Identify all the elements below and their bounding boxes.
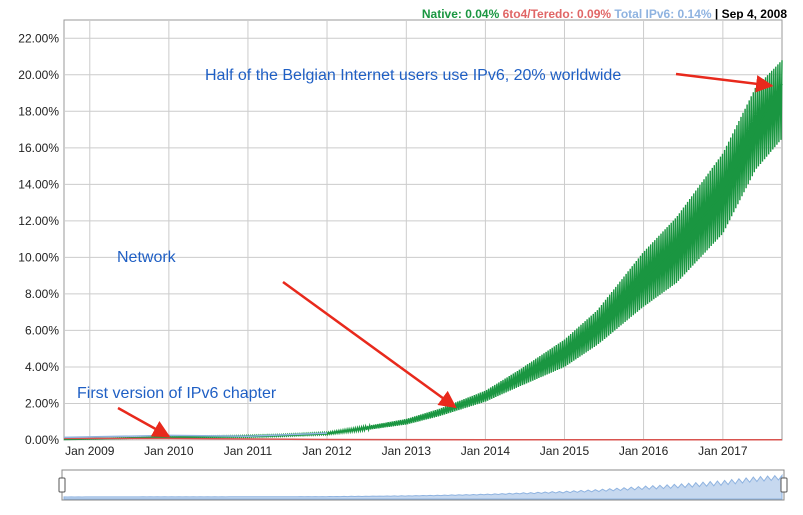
x-tick-label: Jan 2013 [382, 444, 432, 458]
y-tick-label: 10.00% [18, 250, 59, 264]
annotation-label: First version of IPv6 chapter [77, 385, 277, 402]
annotation-arrow [117, 406, 171, 438]
navigator-handle-right[interactable] [780, 477, 788, 493]
x-tick-label: Jan 2014 [461, 444, 511, 458]
y-tick-label: 6.00% [25, 323, 59, 337]
y-tick-label: 12.00% [18, 214, 59, 228]
x-tick-label: Jan 2011 [224, 444, 273, 458]
x-axis: Jan 2009 Jan 2010 Jan 2011 Jan 2012 Jan 2013… [65, 444, 748, 458]
y-tick-label: 8.00% [25, 287, 59, 301]
x-tick-label: Jan 2012 [302, 444, 352, 458]
plot-series [63, 60, 783, 441]
x-tick-label: Jan 2017 [698, 444, 748, 458]
navigator-series [63, 473, 783, 500]
range-navigator[interactable] [58, 469, 788, 501]
y-tick-label: 18.00% [18, 104, 59, 118]
y-tick-label: 0.00% [25, 433, 59, 447]
legend-native: Native: 0.04% [421, 7, 500, 21]
legend-6to4: 6to4/Teredo: 0.09% [502, 7, 612, 21]
chart-legend: Native: 0.04% 6to4/Teredo: 0.09% Total I… [422, 7, 787, 21]
y-tick-label: 20.00% [18, 68, 59, 82]
annotation-label: Network [117, 249, 177, 266]
y-tick-label: 4.00% [25, 360, 59, 374]
legend-separator: | [714, 7, 719, 21]
series-6to4-line [63, 437, 782, 441]
y-tick-label: 22.00% [18, 31, 59, 45]
x-tick-label: Jan 2009 [65, 444, 115, 458]
y-tick-label: 16.00% [18, 141, 59, 155]
annotation-label: Half of the Belgian Internet users use I… [205, 67, 621, 84]
series-total-line [63, 432, 328, 439]
legend-total: Total IPv6: 0.14% [614, 7, 712, 21]
legend-date: Sep 4, 2008 [721, 7, 787, 21]
x-tick-label: Jan 2016 [619, 444, 669, 458]
x-tick-label: Jan 2010 [144, 444, 194, 458]
annotation-arrow [282, 280, 457, 409]
navigator-handle-left[interactable] [58, 477, 66, 493]
annotation-arrow [675, 72, 774, 93]
y-axis: 0.00% 2.00% 4.00% 6.00% 8.00% 10.00% 12.00% 14.… [18, 31, 59, 447]
annotations: Half of the Belgian Internet users use I… [77, 67, 774, 438]
y-tick-label: 2.00% [25, 396, 59, 410]
y-tick-label: 14.00% [18, 177, 59, 191]
x-tick-label: Jan 2015 [540, 444, 590, 458]
